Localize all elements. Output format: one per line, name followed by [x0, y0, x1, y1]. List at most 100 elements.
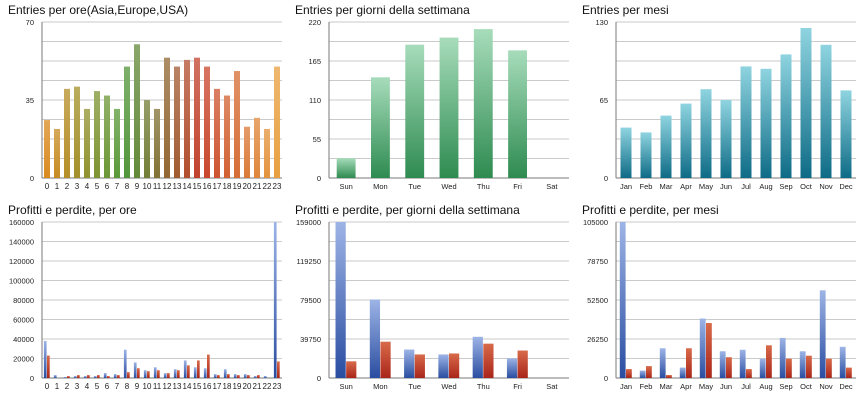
y-tick-label: 70	[26, 18, 34, 27]
y-tick-label: 55	[313, 135, 321, 144]
x-tick-label: 22	[263, 382, 272, 391]
bar	[233, 374, 237, 378]
bar	[227, 374, 230, 378]
bar	[213, 374, 217, 378]
x-tick-label: Thu	[477, 382, 490, 391]
bar	[187, 365, 190, 378]
bar	[839, 346, 846, 378]
bar	[143, 370, 147, 378]
x-tick-label: Sat	[546, 382, 558, 391]
x-tick-label: Tue	[408, 382, 421, 391]
bar	[335, 222, 346, 378]
x-tick-label: Jun	[720, 182, 732, 191]
bar	[680, 103, 692, 178]
x-tick-label: 4	[85, 382, 90, 391]
y-tick-label: 165	[308, 57, 321, 66]
x-tick-label: Sun	[339, 182, 352, 191]
bar	[97, 375, 100, 378]
chart-panel-profit-loss-per-weekday: Profitti e perdite, per giorni della set…	[287, 200, 573, 400]
bar	[124, 66, 130, 178]
x-tick-label: 3	[75, 182, 80, 191]
x-tick-label: 2	[65, 382, 70, 391]
x-tick-label: Jun	[720, 382, 732, 391]
x-tick-label: May	[699, 382, 713, 391]
bar	[472, 336, 483, 378]
bar	[263, 376, 267, 378]
x-tick-label: 17	[213, 382, 222, 391]
bar	[759, 358, 766, 378]
bar	[806, 355, 812, 378]
y-tick-label: 52500	[587, 296, 608, 305]
x-tick-label: 20	[243, 382, 252, 391]
bar	[799, 351, 806, 378]
x-tick-label: 7	[115, 182, 120, 191]
bar	[820, 44, 832, 178]
bar	[273, 222, 277, 378]
x-tick-label: 16	[203, 182, 212, 191]
bar	[223, 369, 227, 378]
y-tick-label: 105000	[583, 218, 608, 227]
bar	[619, 222, 626, 378]
bar	[414, 354, 425, 378]
bar	[197, 360, 200, 378]
bar	[214, 88, 220, 178]
y-tick-label: 0	[30, 174, 34, 183]
x-tick-label: 5	[95, 182, 100, 191]
bar	[660, 115, 672, 178]
x-tick-label: Mar	[660, 182, 673, 191]
bar	[244, 126, 250, 178]
y-tick-label: 140000	[9, 238, 34, 247]
bar	[740, 66, 752, 178]
y-tick-label: 80000	[13, 296, 34, 305]
bar	[247, 375, 250, 378]
x-tick-label: 7	[115, 382, 120, 391]
bar	[117, 375, 120, 378]
bar	[204, 66, 210, 178]
x-tick-label: Mar	[660, 382, 673, 391]
y-tick-label: 220	[308, 18, 321, 27]
bar	[846, 367, 852, 378]
bar	[666, 375, 672, 378]
bar	[819, 290, 826, 378]
y-tick-label: 20000	[13, 355, 34, 364]
y-tick-label: 35	[26, 96, 34, 105]
x-tick-label: 21	[253, 382, 262, 391]
x-tick-label: 9	[135, 182, 140, 191]
x-tick-label: Apr	[680, 382, 692, 391]
x-tick-label: 10	[143, 382, 152, 391]
x-tick-label: Mon	[373, 382, 388, 391]
bar	[274, 66, 280, 178]
bar	[104, 95, 110, 178]
x-tick-label: Jan	[620, 382, 632, 391]
bar	[739, 349, 746, 378]
x-tick-label: 19	[233, 382, 242, 391]
x-tick-label: 11	[153, 182, 162, 191]
x-tick-label: 1	[55, 382, 60, 391]
bar	[369, 299, 381, 378]
bar	[686, 348, 692, 378]
x-tick-label: Oct	[800, 382, 813, 391]
bar	[700, 89, 712, 178]
x-tick-label: 5	[95, 382, 100, 391]
bar	[184, 59, 190, 178]
bar	[371, 77, 390, 178]
bar	[83, 376, 87, 378]
bar	[224, 95, 230, 178]
bar	[639, 370, 646, 378]
x-tick-label: Aug	[759, 182, 772, 191]
bar	[43, 340, 47, 378]
x-tick-label: Mon	[373, 182, 388, 191]
x-tick-label: 17	[213, 182, 222, 191]
x-tick-label: 23	[273, 182, 282, 191]
x-tick-label: 22	[263, 182, 272, 191]
x-tick-label: 1	[55, 182, 60, 191]
bar	[87, 375, 90, 378]
bar	[720, 100, 732, 178]
x-tick-label: 12	[163, 182, 172, 191]
x-tick-label: 11	[153, 382, 162, 391]
bar	[508, 50, 527, 178]
x-tick-label: 14	[183, 382, 192, 391]
x-tick-label: Wed	[441, 182, 456, 191]
chart-panel-profit-loss-per-month: Profitti e perdite, per mesi 0 26250 52500…	[574, 200, 860, 400]
y-tick-label: 160000	[9, 218, 34, 227]
